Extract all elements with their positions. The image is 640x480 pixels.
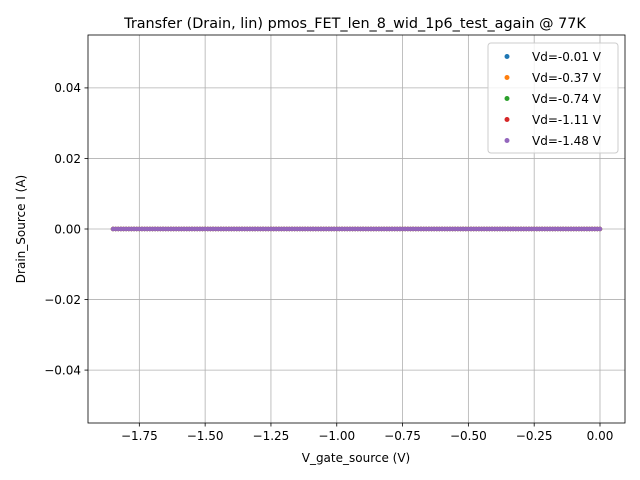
scatter-points: [110, 226, 603, 232]
legend-marker: [504, 138, 510, 143]
x-tick-label: −0.75: [384, 429, 421, 443]
data-point: [597, 226, 603, 232]
y-axis-label: Drain_Source I (A): [14, 175, 28, 283]
legend-label: Vd=-0.37 V: [532, 71, 602, 85]
legend-marker: [504, 75, 510, 80]
legend-marker: [504, 96, 510, 101]
y-tick-label: 0.04: [54, 81, 81, 95]
y-axis-ticks: −0.04 −0.02 0.00 0.02 0.04: [44, 81, 88, 377]
x-tick-label: 0.00: [587, 429, 614, 443]
legend-label: Vd=-1.48 V: [532, 134, 602, 148]
y-tick-label: −0.02: [44, 293, 81, 307]
x-tick-label: −1.75: [121, 429, 158, 443]
legend-label: Vd=-0.74 V: [532, 92, 602, 106]
legend-label: Vd=-0.01 V: [532, 50, 602, 64]
y-tick-label: 0.02: [54, 152, 81, 166]
legend: Vd=-0.01 V Vd=-0.37 V Vd=-0.74 V Vd=-1.11 V…: [487, 42, 619, 154]
x-tick-label: −1.50: [187, 429, 224, 443]
legend-label: Vd=-1.11 V: [532, 113, 602, 127]
x-tick-label: −0.25: [516, 429, 553, 443]
x-axis-ticks: −1.75 −1.50 −1.25 −1.00 −0.75 −0.50 −0.25 0.00: [121, 423, 613, 443]
x-tick-label: −1.25: [253, 429, 290, 443]
y-tick-label: −0.04: [44, 363, 81, 377]
x-tick-label: −1.00: [318, 429, 355, 443]
legend-box: [487, 42, 619, 154]
y-tick-label: 0.00: [54, 222, 81, 236]
x-tick-label: −0.50: [450, 429, 487, 443]
x-axis-label: V_gate_source (V): [302, 451, 411, 465]
chart-title: Transfer (Drain, lin) pmos_FET_len_8_wid…: [123, 16, 586, 32]
legend-marker: [504, 54, 510, 59]
legend-marker: [504, 117, 510, 122]
series-Vd=-1.48 V: [110, 226, 603, 232]
